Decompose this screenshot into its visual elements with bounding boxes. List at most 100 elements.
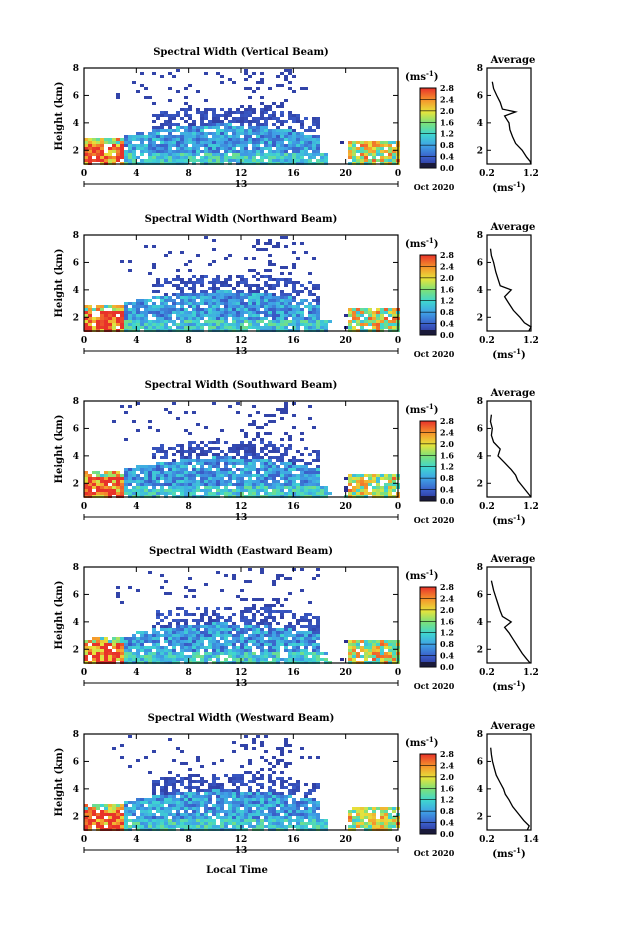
heatmap-cell [164, 825, 168, 828]
heatmap-cell [204, 804, 208, 807]
heatmap-cell [164, 786, 168, 789]
heatmap-cell [88, 474, 92, 477]
heatmap-cell [84, 816, 88, 819]
heatmap-cell [208, 311, 212, 314]
heatmap-cell [252, 423, 256, 426]
heatmap-cell [148, 822, 152, 825]
heatmap-cell [156, 483, 160, 486]
heatmap-cell [324, 825, 328, 828]
heatmap-cell [192, 468, 196, 471]
heatmap-cell [132, 819, 136, 822]
heatmap-cell [216, 619, 220, 622]
heatmap-cell [116, 646, 120, 649]
heatmap-cell [116, 813, 120, 816]
heatmap-cell [236, 153, 240, 156]
heatmap-cell [284, 236, 288, 239]
heatmap-cell [244, 807, 248, 810]
heatmap-cell [268, 314, 272, 317]
heatmap-cell [280, 236, 284, 239]
heatmap-cell [132, 320, 136, 323]
heatmap-cell [128, 302, 132, 305]
heatmap-cell [208, 816, 212, 819]
heatmap-cell [208, 783, 212, 786]
heatmap-cell [196, 317, 200, 320]
heatmap-cell [212, 619, 216, 622]
heatmap-cell [208, 471, 212, 474]
heatmap-cell [152, 783, 156, 786]
heatmap-cell [216, 302, 220, 305]
heatmap-cell [96, 819, 100, 822]
heatmap-cell [204, 320, 208, 323]
heatmap-cell [288, 147, 292, 150]
heatmap-cell [316, 141, 320, 144]
heatmap-cell [368, 323, 372, 326]
heatmap-cell [220, 637, 224, 640]
heatmap-cell [292, 153, 296, 156]
heatmap-cell [212, 111, 216, 114]
heatmap-cell [140, 813, 144, 816]
heatmap-cell [188, 637, 192, 640]
heatmap-cell [288, 299, 292, 302]
heatmap-cell [84, 311, 88, 314]
heatmap-cell [280, 317, 284, 320]
heatmap-cell [260, 248, 264, 251]
heatmap-cell [244, 141, 248, 144]
heatmap-cell [392, 311, 396, 314]
heatmap-cell [140, 801, 144, 804]
heatmap-cell [204, 792, 208, 795]
heatmap-cell [292, 414, 296, 417]
heatmap-cell [160, 825, 164, 828]
heatmap-cell [232, 804, 236, 807]
heatmap-cell [152, 150, 156, 153]
avg-x-tick-label: 1.2 [523, 502, 539, 512]
heatmap-cell [116, 486, 120, 489]
heatmap-cell [220, 281, 224, 284]
heatmap-cell [180, 138, 184, 141]
heatmap-cell [260, 117, 264, 120]
heatmap-cell [184, 625, 188, 628]
heatmap-cell [380, 643, 384, 646]
heatmap-cell [264, 308, 268, 311]
heatmap-cell [296, 308, 300, 311]
y-tick-label: 6 [73, 91, 79, 101]
heatmap-cell [240, 320, 244, 323]
heatmap-cell [388, 486, 392, 489]
heatmap-cell [148, 798, 152, 801]
heatmap-cell [284, 631, 288, 634]
heatmap-cell [236, 284, 240, 287]
heatmap-cell [212, 643, 216, 646]
heatmap-cell [168, 281, 172, 284]
heatmap-cell [392, 474, 396, 477]
heatmap-cell [140, 317, 144, 320]
heatmap-cell [156, 822, 160, 825]
heatmap-cell [96, 813, 100, 816]
heatmap-cell [176, 825, 180, 828]
heatmap-cell [236, 290, 240, 293]
heatmap-cell [244, 432, 248, 435]
heatmap-cell [216, 126, 220, 129]
heatmap-cell [180, 159, 184, 162]
heatmap-cell [356, 492, 360, 495]
heatmap-cell [272, 323, 276, 326]
heatmap-cell [244, 156, 248, 159]
heatmap-cell [268, 293, 272, 296]
heatmap-cell [272, 792, 276, 795]
heatmap-cell [160, 156, 164, 159]
heatmap-cell [112, 747, 116, 750]
heatmap-cell [220, 450, 224, 453]
heatmap-cell [204, 789, 208, 792]
heatmap-cell [264, 643, 268, 646]
heatmap-cell [184, 792, 188, 795]
heatmap-cell [296, 156, 300, 159]
heatmap-cell [368, 643, 372, 646]
heatmap-cell [136, 308, 140, 311]
heatmap-cell [152, 326, 156, 329]
x-tick-label: 16 [287, 169, 300, 179]
heatmap-cell [280, 326, 284, 329]
heatmap-cell [116, 147, 120, 150]
heatmap-cell [120, 405, 124, 408]
heatmap-cell [228, 640, 232, 643]
colorbar-tick-label: 1.2 [440, 129, 454, 139]
heatmap-cell [180, 153, 184, 156]
heatmap-cell [84, 314, 88, 317]
